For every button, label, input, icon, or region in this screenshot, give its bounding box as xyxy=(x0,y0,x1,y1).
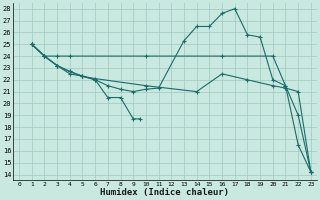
X-axis label: Humidex (Indice chaleur): Humidex (Indice chaleur) xyxy=(100,188,229,197)
